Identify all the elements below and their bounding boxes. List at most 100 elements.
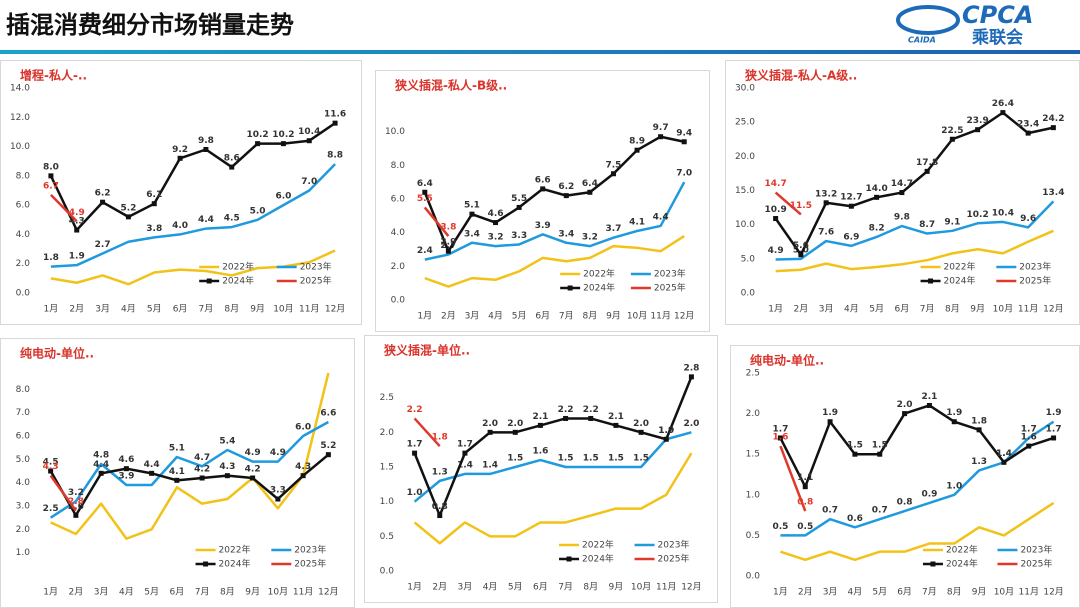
- y-tick-label: 1.0: [380, 497, 395, 507]
- point-marker: [613, 422, 619, 428]
- x-tick-label: 11月: [1018, 304, 1038, 315]
- x-tick-label: 7月: [920, 304, 935, 315]
- data-label: 2.8: [683, 363, 699, 373]
- point-marker: [74, 227, 80, 233]
- chart-title: 狭义插混-私人-B级..: [394, 78, 507, 93]
- point-marker: [848, 203, 854, 209]
- data-label: 1.0: [407, 488, 423, 498]
- data-label: 11.5: [790, 201, 812, 211]
- point-marker: [224, 473, 230, 479]
- y-tick-label: 1.5: [380, 463, 394, 473]
- point-marker: [437, 513, 443, 519]
- data-label: 1.5: [558, 454, 574, 464]
- point-marker: [975, 127, 981, 133]
- point-marker: [125, 214, 131, 220]
- legend-label: 2023年: [654, 268, 686, 280]
- y-tick-label: 25.0: [735, 118, 755, 128]
- point-marker: [487, 429, 493, 435]
- x-tick-label: 12月: [674, 311, 694, 322]
- legend-label: 2024年: [582, 553, 614, 565]
- point-marker: [823, 200, 829, 206]
- y-tick-label: 14.0: [10, 84, 30, 94]
- x-tick-label: 4月: [483, 582, 498, 593]
- point-marker: [250, 475, 256, 481]
- data-label: 3.2: [488, 233, 504, 243]
- point-marker: [563, 193, 569, 199]
- data-label: 17.8: [916, 158, 938, 168]
- data-label: 7.5: [605, 160, 621, 170]
- x-tick-label: 2月: [69, 587, 84, 598]
- legend-label: 2022年: [946, 544, 978, 556]
- data-label: 23.4: [1017, 120, 1039, 130]
- legend-label: 2024年: [944, 275, 976, 287]
- point-marker: [229, 164, 235, 170]
- data-label: 2.9: [440, 238, 456, 248]
- y-tick-label: 6.0: [16, 201, 31, 211]
- point-marker: [587, 189, 593, 195]
- data-label: 1.0: [946, 481, 962, 491]
- x-tick-label: 1月: [407, 582, 422, 593]
- data-label: 14.7: [765, 179, 787, 189]
- y-tick-label: 3.0: [16, 502, 31, 512]
- data-label: 8.8: [327, 151, 343, 161]
- data-label: 1.8: [971, 416, 987, 426]
- point-marker: [1025, 130, 1031, 136]
- data-label: 10.4: [298, 127, 320, 137]
- x-tick-label: 9月: [606, 311, 621, 322]
- data-label: 1.7: [1046, 424, 1062, 434]
- x-tick-label: 9月: [245, 587, 260, 598]
- point-marker: [1026, 443, 1032, 449]
- x-tick-label: 1月: [768, 304, 783, 315]
- chart-title: 纯电动-单位..: [20, 346, 94, 361]
- x-tick-label: 2月: [794, 304, 809, 315]
- point-marker: [773, 216, 779, 222]
- data-label: 4.1: [629, 217, 645, 227]
- x-tick-label: 4月: [119, 587, 134, 598]
- legend-marker: [203, 561, 209, 567]
- data-label: 1.9: [946, 408, 962, 418]
- data-label: 4.3: [295, 462, 311, 472]
- data-label: 1.7: [1021, 424, 1037, 434]
- point-marker: [949, 136, 955, 142]
- data-label: 1.3: [432, 467, 448, 477]
- x-tick-label: 2月: [798, 587, 813, 598]
- series-line: [50, 194, 78, 223]
- x-tick-label: 7月: [922, 587, 937, 598]
- x-tick-label: 5月: [869, 304, 884, 315]
- data-label: 9.2: [172, 145, 188, 155]
- data-label: 6.4: [582, 179, 598, 189]
- x-tick-label: 4月: [121, 304, 136, 315]
- x-tick-label: 12月: [318, 587, 338, 598]
- data-label: 10.2: [967, 210, 989, 220]
- series-line: [50, 372, 330, 540]
- legend-label: 2025年: [654, 282, 686, 294]
- x-tick-label: 2月: [69, 304, 84, 315]
- data-label: 2.5: [43, 504, 59, 514]
- data-label: 0.6: [847, 514, 863, 524]
- point-marker: [951, 419, 957, 425]
- data-label: 1.4: [996, 449, 1012, 459]
- point-marker: [976, 427, 982, 433]
- data-label: 9.4: [676, 128, 692, 138]
- point-marker: [902, 411, 908, 417]
- x-tick-label: 12月: [325, 304, 345, 315]
- data-label: 3.2: [68, 488, 84, 498]
- y-tick-label: 2.0: [746, 409, 761, 419]
- logo-mark: CAIDA: [908, 36, 936, 45]
- data-label: 10.9: [765, 205, 787, 215]
- y-tick-label: 10.0: [385, 127, 405, 137]
- x-tick-label: 6月: [173, 304, 188, 315]
- data-label: 6.6: [320, 409, 336, 419]
- data-label: 4.6: [488, 209, 504, 219]
- point-marker: [174, 477, 180, 483]
- data-label: 4.1: [169, 467, 185, 477]
- data-label: 1.7: [407, 440, 423, 450]
- data-label: 4.4: [144, 460, 160, 470]
- y-tick-label: 1.5: [746, 450, 760, 460]
- series-line: [413, 452, 693, 545]
- point-marker: [926, 402, 932, 408]
- chart-title: 狭义插混-私人-A级..: [744, 68, 857, 83]
- data-label: 4.5: [224, 214, 240, 224]
- data-label: 3.2: [582, 233, 598, 243]
